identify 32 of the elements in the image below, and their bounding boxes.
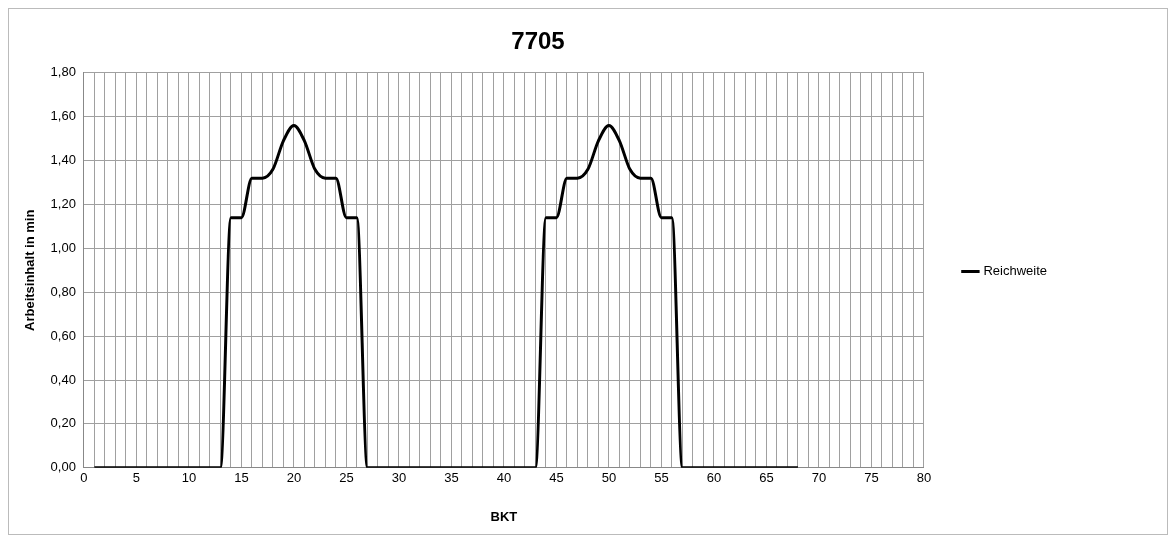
- x-tick-label: 40: [496, 470, 512, 486]
- x-tick-label: 20: [286, 470, 302, 486]
- x-tick-label: 0: [80, 470, 88, 486]
- x-tick-label: 60: [706, 470, 722, 486]
- x-tick-label: 10: [181, 470, 197, 486]
- x-tick-label: 80: [916, 470, 932, 486]
- x-axis-title: BKT: [490, 508, 518, 524]
- y-tick-label: 1,40: [50, 152, 76, 168]
- y-tick-label: 1,60: [50, 108, 76, 124]
- x-tick-label: 15: [234, 470, 249, 486]
- y-tick-label: 0,00: [50, 459, 76, 475]
- x-tick-label: 55: [654, 470, 669, 486]
- y-axis-title: Arbeitsinhalt in min: [22, 209, 38, 331]
- x-tick-label: 75: [864, 470, 879, 486]
- x-tick-label: 65: [759, 470, 774, 486]
- y-tick-label: 1,00: [50, 239, 76, 255]
- y-tick-label: 0,80: [50, 283, 76, 299]
- chart-title: 7705: [511, 27, 565, 55]
- x-tick-label: 5: [132, 470, 141, 486]
- y-tick-label: 1,80: [50, 64, 76, 80]
- x-tick-label: 50: [601, 470, 617, 486]
- line-series: [92, 123, 800, 468]
- x-tick-label: 30: [391, 470, 407, 486]
- y-tick-label: 0,20: [50, 415, 76, 431]
- x-tick-label: 45: [549, 470, 564, 486]
- x-tick-label: 25: [339, 470, 354, 486]
- legend-label: Reichweite: [983, 263, 1048, 279]
- y-tick-label: 1,20: [50, 196, 76, 212]
- y-tick-label: 0,40: [50, 371, 76, 387]
- x-tick-label: 35: [444, 470, 459, 486]
- x-tick-label: 70: [811, 470, 827, 486]
- y-tick-label: 0,60: [50, 327, 76, 343]
